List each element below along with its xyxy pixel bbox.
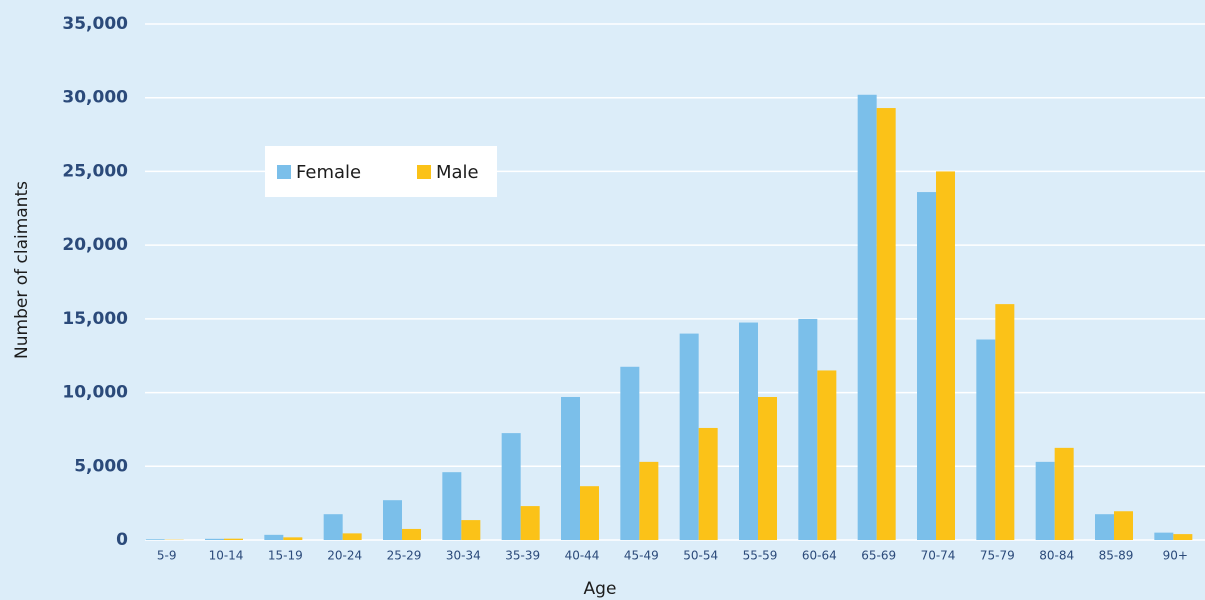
bar: [264, 534, 284, 540]
y-tick-label: 20,000: [62, 235, 128, 255]
bar: [224, 538, 243, 540]
y-tick-label: 10,000: [62, 383, 128, 403]
bar: [936, 171, 955, 540]
x-tick-label: 80-84: [1039, 549, 1074, 563]
legend-label: Female: [296, 162, 361, 183]
y-tick-label: 25,000: [62, 161, 128, 181]
y-tick-label: 5,000: [74, 456, 128, 476]
y-tick-label: 15,000: [62, 309, 128, 329]
x-tick-label: 75-79: [980, 549, 1015, 563]
y-axis-title: Number of claimants: [12, 181, 32, 359]
bar: [798, 318, 818, 540]
x-tick-label: 90+: [1163, 549, 1188, 563]
legend-box: [265, 146, 497, 197]
bar: [323, 514, 343, 540]
x-tick-label: 70-74: [921, 549, 956, 563]
bar: [1154, 532, 1174, 540]
bar: [1054, 447, 1074, 540]
bar: [620, 366, 640, 540]
x-axis-title: Age: [584, 579, 617, 599]
bar: [283, 537, 303, 540]
bar: [1173, 534, 1193, 540]
x-tick-label: 85-89: [1099, 549, 1134, 563]
bar: [520, 506, 540, 540]
bar: [679, 333, 699, 540]
bar: [383, 500, 402, 540]
x-tick-label: 25-29: [387, 549, 422, 563]
x-tick-label: 20-24: [327, 549, 362, 563]
bar: [145, 539, 165, 540]
bar: [995, 304, 1015, 540]
bar: [1114, 511, 1133, 540]
x-tick-label: 10-14: [209, 549, 244, 563]
bar: [817, 370, 837, 540]
x-tick-label: 5-9: [157, 549, 177, 563]
bar: [561, 396, 580, 540]
bar: [461, 520, 481, 540]
x-tick-label: 50-54: [683, 549, 718, 563]
x-tick-label: 35-39: [505, 549, 540, 563]
bar: [1095, 514, 1114, 540]
bar: [758, 396, 777, 540]
bar: [442, 472, 462, 540]
bar: [580, 486, 599, 540]
x-tick-label: 60-64: [802, 549, 837, 563]
y-tick-label: 35,000: [62, 14, 128, 34]
legend-swatch: [277, 165, 291, 179]
bar: [976, 339, 996, 540]
x-tick-label: 30-34: [446, 549, 481, 563]
legend-label: Male: [436, 162, 479, 183]
legend-swatch: [417, 165, 431, 179]
bar: [739, 322, 758, 540]
bar: [402, 528, 421, 540]
bar: [342, 533, 362, 540]
x-tick-label: 55-59: [743, 549, 778, 563]
bar: [698, 427, 718, 540]
x-tick-label: 40-44: [565, 549, 600, 563]
x-tick-label: 15-19: [268, 549, 303, 563]
bar: [1035, 461, 1055, 540]
y-tick-label: 30,000: [62, 88, 128, 108]
bar: [501, 433, 521, 540]
bar: [639, 461, 659, 540]
x-tick-label: 65-69: [861, 549, 896, 563]
x-tick-label: 45-49: [624, 549, 659, 563]
bar: [917, 192, 936, 540]
y-tick-label: 0: [116, 530, 128, 550]
bar: [876, 108, 896, 540]
bar: [205, 538, 224, 540]
bar: [857, 94, 877, 540]
